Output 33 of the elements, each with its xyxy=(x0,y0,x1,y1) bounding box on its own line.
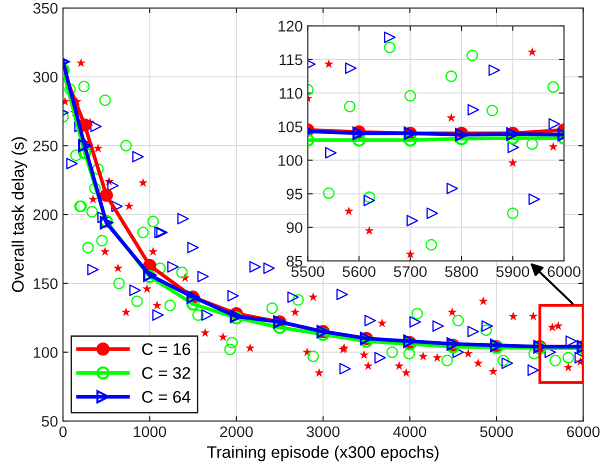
y-tick-label: 120 xyxy=(278,20,302,32)
x-tick-label: 2000 xyxy=(220,426,253,438)
x-axis-title: Training episode (x300 epochs) xyxy=(207,446,438,462)
y-tick-label: 115 xyxy=(280,54,302,66)
x-tick-label: 4000 xyxy=(393,426,426,438)
legend-label: C = 64 xyxy=(142,390,190,403)
y-tick-label: 85 xyxy=(286,256,302,267)
x-tick-label: 6000 xyxy=(548,266,580,278)
y-tick-label: 350 xyxy=(33,2,58,14)
y-axis-title: Overall task delay (s) xyxy=(12,137,28,292)
x-tick-label: 5000 xyxy=(480,426,513,438)
y-tick-label: 100 xyxy=(278,155,302,166)
y-tick-label: 105 xyxy=(278,122,302,132)
legend-label: C = 16 xyxy=(142,343,190,356)
y-tick-label: 100 xyxy=(34,347,58,358)
y-tick-label: 300 xyxy=(33,72,58,83)
legend-label: C = 32 xyxy=(142,367,190,379)
x-tick-label: 0 xyxy=(59,426,67,438)
x-tick-label: 3000 xyxy=(306,426,340,438)
x-tick-label: 5700 xyxy=(394,266,427,278)
x-tick-label: 6000 xyxy=(566,426,600,438)
y-tick-label: 200 xyxy=(33,209,58,220)
y-tick-label: 110 xyxy=(280,88,302,99)
y-tick-label: 95 xyxy=(286,188,302,200)
y-tick-label: 150 xyxy=(34,278,58,290)
x-tick-label: 1000 xyxy=(134,426,166,438)
x-tick-label: 5900 xyxy=(496,266,530,278)
x-tick-label: 5600 xyxy=(342,266,376,278)
y-tick-label: 50 xyxy=(42,416,58,427)
x-tick-label: 5800 xyxy=(445,266,478,278)
y-tick-label: 250 xyxy=(33,140,58,152)
x-tick-label: 5500 xyxy=(291,266,324,278)
y-tick-label: 90 xyxy=(286,222,302,234)
